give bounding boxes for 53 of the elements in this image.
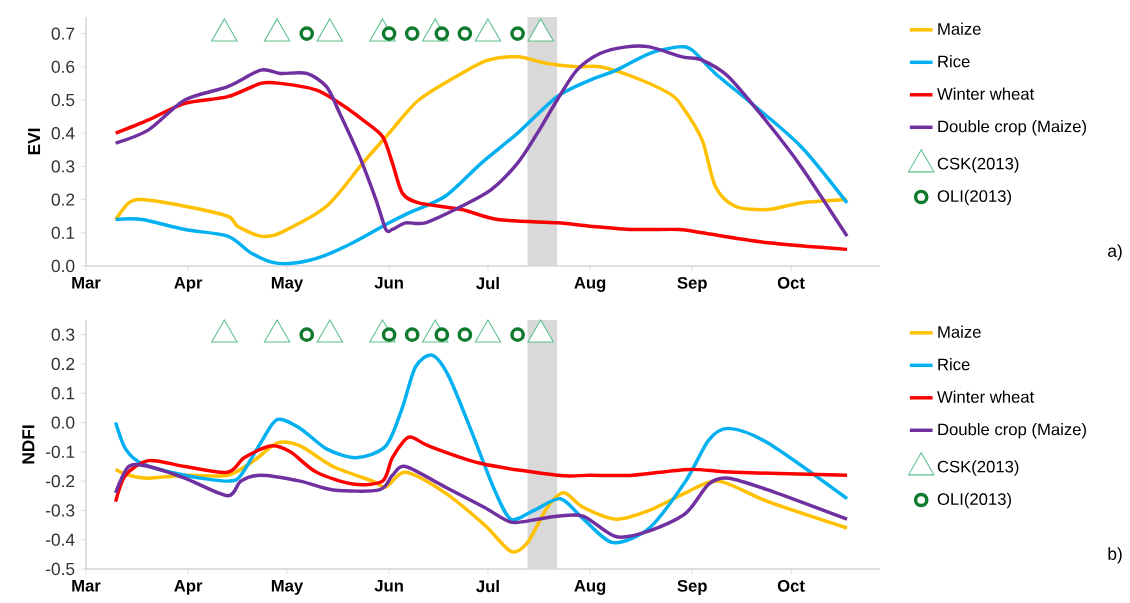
y-tick-label: 0.7 (51, 27, 75, 40)
legend-label: CSK(2013) (937, 460, 1019, 476)
y-tick-label: 0.0 (51, 259, 75, 273)
y-tick-label: -0.4 (45, 533, 75, 546)
line-series (113, 353, 849, 545)
y-tick-label: 0.2 (51, 193, 75, 206)
x-tick-label: May (271, 276, 304, 292)
x-tick-label: Jul (476, 579, 499, 593)
legend-label: Rice (938, 55, 970, 68)
y-tick-label: 0.3 (51, 160, 75, 173)
y-tick-label: -0.1 (45, 445, 75, 458)
y-tick-label: 0.0 (51, 416, 75, 429)
legend-label: OLI(2013) (937, 189, 1011, 206)
x-tick-label: Oct (777, 276, 805, 289)
y-tick-label: 0.1 (51, 226, 75, 239)
y-tick-label: 0.2 (51, 357, 75, 371)
x-tick-label: Aug (574, 579, 606, 595)
legend-label: Winter wheat (937, 87, 1035, 100)
text: b) (1108, 547, 1122, 564)
legend-label: Rice (938, 358, 970, 371)
x-tick-label: Jun (374, 276, 403, 289)
x-tick-label: Jun (374, 579, 403, 592)
y-tick-label: 0.4 (51, 127, 75, 140)
x-tick-label: Mar (72, 579, 101, 592)
y-axis-title: EVI (28, 128, 41, 155)
line-series (113, 440, 849, 554)
x-tick-label: Sep (677, 276, 707, 293)
x-tick-label: Sep (677, 579, 707, 596)
x-tick-label: May (271, 579, 304, 595)
legend-label: Maize (938, 325, 981, 338)
line-series (113, 80, 849, 252)
y-tick-label: -0.3 (45, 504, 75, 517)
legend-label: Maize (938, 22, 981, 35)
x-tick-label: Apr (174, 579, 203, 595)
x-tick-label: Jul (476, 276, 499, 290)
text: a) (1108, 244, 1122, 261)
line-series (113, 435, 849, 504)
x-tick-label: Mar (72, 276, 101, 289)
y-tick-label: 0.1 (51, 387, 75, 400)
y-tick-label: 0.6 (51, 60, 75, 73)
legend-label: CSK(2013) (937, 157, 1019, 173)
y-tick-label: 0.5 (51, 93, 75, 107)
y-axis-title: NDFI (22, 425, 35, 464)
x-tick-label: Oct (777, 579, 805, 592)
legend-label: Double crop (Maize) (938, 120, 1086, 136)
legend-label: Double crop (Maize) (938, 423, 1086, 439)
x-tick-label: Apr (174, 276, 203, 292)
y-tick-label: 0.3 (51, 328, 75, 341)
y-tick-label: -0.5 (45, 562, 75, 576)
y-tick-label: -0.2 (45, 474, 75, 488)
legend-label: OLI(2013) (937, 492, 1011, 509)
legend-label: Winter wheat (937, 390, 1035, 403)
x-tick-label: Aug (574, 276, 606, 292)
